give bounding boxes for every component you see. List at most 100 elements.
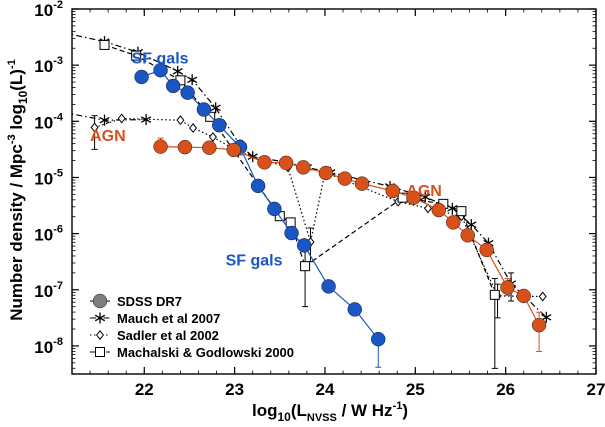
data-point-asterisk — [210, 102, 221, 114]
data-point-filled-circle — [516, 288, 531, 304]
data-point-asterisk — [541, 311, 552, 323]
data-point-filled-circle — [226, 142, 241, 158]
x-tick-label: 26 — [496, 380, 515, 399]
y-tick-label: 10-8 — [34, 336, 63, 357]
y-tick-label: 10-4 — [34, 111, 64, 132]
y-tick-label: 10-6 — [34, 224, 63, 245]
x-tick-label: 23 — [225, 380, 244, 399]
data-point-asterisk — [172, 65, 183, 77]
data-point-asterisk-stroke — [541, 313, 552, 321]
data-point-filled-circle — [180, 85, 195, 100]
data-point-filled-circle — [337, 171, 353, 186]
data-point-open-square — [300, 261, 311, 272]
annotation-label: AGN — [406, 183, 442, 200]
data-point-open-square — [131, 50, 142, 61]
y-tick-label: 10-3 — [34, 55, 63, 76]
series-line — [94, 117, 543, 298]
data-point-asterisk — [447, 202, 458, 214]
data-point-filled-circle — [321, 279, 336, 294]
data-point-filled-circle — [284, 225, 299, 241]
data-point-filled-circle — [531, 317, 547, 333]
data-point-open-square — [99, 39, 110, 50]
data-point-asterisk — [58, 27, 68, 38]
y-axis-label: Number density / Mpc-3 log10(L)-1 — [6, 59, 30, 321]
legend-marker-open-diamond — [95, 329, 105, 341]
plot-frame — [71, 8, 597, 375]
data-point-filled-circle — [385, 183, 400, 199]
data-point-asterisk — [420, 191, 431, 203]
data-point-asterisk-stroke — [420, 193, 431, 201]
data-point-asterisk-stroke — [447, 205, 458, 212]
x-tick-label: 24 — [316, 380, 335, 399]
data-point-open-diamond — [208, 132, 217, 143]
legend: SDSS DR7 Mauch et al 2007 Sadler et al 200… — [90, 293, 294, 360]
data-point-filled-circle — [296, 160, 311, 175]
data-point-filled-circle — [196, 102, 212, 117]
data-point-open-diamond — [117, 113, 126, 124]
data-point-filled-circle — [371, 331, 386, 347]
data-point-filled-circle — [347, 302, 362, 317]
legend-label: SDSS DR7 — [117, 294, 182, 309]
data-point-filled-circle — [500, 280, 515, 295]
x-tick-label: 22 — [135, 380, 154, 399]
legend-item: SDSS DR7 — [90, 293, 182, 309]
legend-item: Sadler et al 2002 — [90, 328, 219, 343]
data-point-open-square — [456, 206, 467, 217]
data-point-open-square — [285, 217, 296, 228]
data-point-asterisk-stroke — [466, 221, 477, 228]
x-tick-label: 27 — [587, 380, 605, 399]
data-point-asterisk — [466, 219, 477, 231]
data-point-open-square — [489, 289, 500, 300]
x-axis-label: log10(LNVSS / W Hz-1) — [252, 400, 408, 424]
data-point-filled-circle — [212, 118, 227, 133]
data-point-asterisk-stroke — [172, 68, 183, 75]
annotation-label: AGN — [90, 128, 126, 145]
data-point-filled-circle — [250, 178, 266, 194]
data-point-asterisk-stroke — [58, 30, 68, 35]
legend-label: Sadler et al 2002 — [117, 328, 219, 343]
data-point-open-diamond — [176, 115, 185, 126]
data-point-open-diamond — [90, 122, 99, 133]
data-point-asterisk — [99, 114, 110, 126]
legend-marker-asterisk — [94, 312, 106, 324]
data-point-filled-circle — [406, 190, 421, 205]
legend-marker-open-square — [95, 347, 105, 357]
data-point-filled-circle — [153, 139, 168, 154]
data-point-filled-circle — [479, 242, 494, 258]
legend-marker-filled-circle — [92, 293, 108, 309]
data-point-asterisk-stroke — [58, 30, 68, 35]
data-point-filled-circle — [318, 165, 334, 181]
data-point-filled-circle — [257, 155, 272, 170]
x-tick-label: 25 — [406, 380, 425, 399]
data-point-filled-circle — [354, 176, 370, 191]
data-point-filled-circle — [177, 139, 193, 155]
series-sf-sdss-dr7 — [134, 63, 386, 368]
legend-item: Mauch et al 2007 — [90, 311, 220, 326]
series-line — [72, 33, 547, 318]
annotation-label: SF gals — [132, 50, 189, 67]
y-tick-label: 10-5 — [34, 167, 63, 188]
legend-label: Mauch et al 2007 — [117, 311, 220, 326]
y-tick-label: 10-7 — [34, 280, 63, 301]
data-point-asterisk-stroke — [99, 116, 110, 124]
data-point-filled-circle — [278, 155, 294, 171]
data-point-open-diamond — [189, 123, 198, 134]
data-point-asterisk-stroke — [210, 104, 221, 112]
annotation-label: SF gals — [226, 253, 283, 270]
data-point-filled-circle — [431, 202, 446, 218]
data-point-asterisk — [187, 74, 198, 86]
legend-label: Machalski & Godlowski 2000 — [117, 345, 294, 360]
series-agn-sdss-dr7 — [153, 137, 547, 353]
data-point-asterisk-stroke — [187, 76, 198, 84]
data-point-open-diamond — [423, 203, 432, 214]
data-point-open-diamond — [538, 291, 547, 302]
y-tick-label: 10-2 — [34, 0, 63, 20]
data-point-filled-circle — [446, 215, 461, 230]
data-point-filled-circle — [165, 78, 181, 94]
legend-item: Machalski & Godlowski 2000 — [90, 345, 294, 360]
data-point-filled-circle — [296, 238, 312, 253]
data-point-filled-circle — [267, 201, 282, 217]
data-point-filled-circle — [153, 63, 168, 78]
data-point-filled-circle — [460, 228, 475, 243]
data-point-filled-circle — [134, 69, 149, 85]
